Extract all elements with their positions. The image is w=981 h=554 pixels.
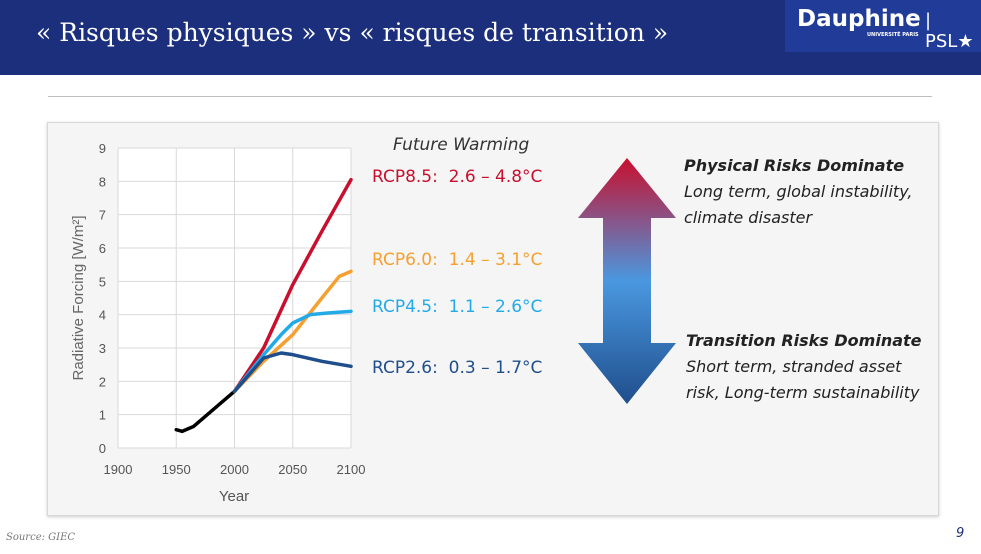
rcp-label: RCP6.0: 1.4 – 3.1°C: [372, 250, 542, 270]
y-tick-label: 6: [99, 241, 106, 256]
series-line-rcp45: [232, 309, 353, 394]
radiative-forcing-chart: 0 1 2 3 4 5 6 7 8 9 1900 1950 2000 2050 2100 Radiative…: [70, 141, 676, 505]
y-tick-label: 4: [99, 308, 106, 323]
rcp-label: RCP2.6: 0.3 – 1.7°C: [372, 358, 542, 378]
page-number: 9: [956, 526, 965, 541]
rcp-range: 2.6 – 4.8°C: [448, 167, 543, 187]
y-tick-label: 5: [99, 274, 106, 289]
x-tick-label: 1900: [104, 462, 133, 477]
rcp-label: RCP8.5: 2.6 – 4.8°C: [372, 167, 542, 187]
future-warming-heading: Future Warming: [393, 135, 530, 155]
physical-risks: Physical Risks Dominate Long term, globa…: [684, 153, 913, 231]
logo-psl: | PSL★: [925, 10, 974, 52]
y-tick-label: 0: [99, 441, 106, 456]
series-line-historical: [174, 389, 237, 434]
physical-risks-line1: Long term, global instability,: [684, 182, 913, 201]
transition-risks-line1: Short term, stranded asset: [686, 357, 902, 376]
source-note: Source: GIEC: [6, 532, 76, 543]
rcp-range: 1.1 – 2.6°C: [448, 297, 543, 317]
rcp-name: RCP8.5:: [372, 167, 438, 187]
series-line-rcp85: [232, 177, 353, 394]
x-axis-label: Year: [219, 488, 249, 505]
rcp-label: RCP4.5: 1.1 – 2.6°C: [372, 297, 542, 317]
physical-risks-title: Physical Risks Dominate: [684, 156, 905, 175]
x-tick-label: 2050: [278, 462, 307, 477]
double-arrow-icon: [578, 158, 676, 404]
y-axis-label: Radiative Forcing [W/m²]: [70, 215, 87, 380]
x-tick-label: 2100: [337, 462, 366, 477]
rcp-name: RCP2.6:: [372, 358, 438, 378]
series-line-rcp26: [232, 351, 353, 394]
y-tick-label: 7: [99, 208, 106, 223]
y-tick-label: 8: [99, 174, 106, 189]
transition-risks-line2: risk, Long-term sustainability: [686, 383, 920, 402]
y-tick-label: 2: [99, 374, 106, 389]
chart-figure: 0 1 2 3 4 5 6 7 8 9 1900 1950 2000 2050 2100 Radiative…: [47, 122, 939, 516]
rcp-name: RCP6.0:: [372, 250, 438, 270]
slide-title: « Risques physiques » vs « risques de tr…: [36, 18, 669, 47]
y-tick-label: 1: [99, 408, 106, 423]
slide-header: « Risques physiques » vs « risques de tr…: [0, 0, 981, 75]
rcp-name: RCP4.5:: [372, 297, 438, 317]
rcp-range: 1.4 – 3.1°C: [448, 250, 543, 270]
physical-risks-line2: climate disaster: [684, 208, 813, 227]
y-tick-label: 9: [99, 141, 106, 156]
logo-sub: UNIVERSITÉ PARIS: [867, 32, 919, 38]
dauphine-logo: Dauphine UNIVERSITÉ PARIS | PSL★: [785, 0, 981, 52]
x-tick-label: 1950: [162, 462, 191, 477]
logo-name: Dauphine: [797, 6, 921, 32]
x-tick-label: 2000: [220, 462, 249, 477]
rcp-range: 0.3 – 1.7°C: [448, 358, 543, 378]
divider: [48, 96, 932, 97]
y-tick-label: 3: [99, 341, 106, 356]
transition-risks: Transition Risks Dominate Short term, st…: [686, 328, 922, 406]
transition-risks-title: Transition Risks Dominate: [686, 331, 922, 350]
